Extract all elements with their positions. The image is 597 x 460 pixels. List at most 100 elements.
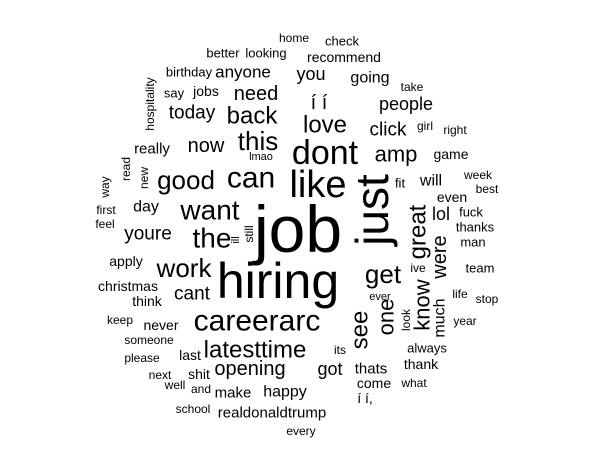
word-fuck: fuck [459, 205, 483, 220]
word-going: going [350, 70, 389, 87]
word-someone: someone [124, 333, 174, 347]
word-never: never [143, 317, 178, 333]
word-love: love [303, 112, 347, 139]
word-apply: apply [109, 253, 142, 269]
word-recommend: recommend [307, 49, 381, 65]
word-click: click [370, 120, 407, 141]
word-lmao: lmao [249, 151, 273, 163]
word-first: first [96, 203, 116, 217]
word-even: even [437, 189, 467, 205]
word-happy: happy [263, 384, 307, 401]
word-back: back [227, 103, 279, 130]
word-glyph-56: í í, [357, 390, 373, 406]
word-right: right [443, 123, 467, 137]
word-come: come [357, 375, 391, 391]
word-got: got [317, 359, 342, 379]
word-work: work [156, 253, 213, 283]
word-man: man [460, 235, 485, 250]
word-looking: looking [245, 46, 286, 61]
word-say: say [164, 86, 185, 101]
word-this: this [238, 126, 278, 156]
word-you: you [296, 64, 325, 84]
word-still: still [242, 225, 256, 242]
word-better: better [206, 46, 240, 61]
word-were: were [429, 235, 451, 279]
word-and: and [191, 382, 211, 396]
word-make: make [215, 385, 252, 402]
word-its: its [334, 343, 346, 357]
word-what: what [400, 376, 427, 390]
word-fit: fit [395, 176, 406, 191]
word-birthday: birthday [166, 65, 213, 80]
word-feel: feel [95, 217, 114, 231]
word-opening: opening [214, 358, 285, 380]
word-hospitality: hospitality [143, 77, 157, 130]
word-christmas: christmas [98, 278, 158, 294]
word-one: one [374, 299, 399, 336]
word-need: need [234, 83, 279, 105]
word-much: much [432, 298, 449, 337]
word-careerarc: careerarc [194, 305, 321, 338]
word-can: can [227, 162, 275, 195]
word-latesttime: latesttime [204, 337, 307, 364]
word-every: every [286, 424, 315, 438]
word-team: team [466, 261, 495, 276]
word-ive: ive [410, 261, 426, 275]
word-youre: youre [124, 224, 172, 245]
word-just: just [346, 174, 398, 248]
word-girl: girl [417, 119, 433, 133]
word-day: day [133, 199, 159, 216]
word-really: really [134, 141, 170, 158]
word-stop: stop [476, 292, 499, 306]
word-ill: ill [230, 236, 242, 243]
word-anyone: anyone [215, 63, 271, 82]
word-will: will [419, 173, 442, 190]
word-think: think [132, 293, 163, 309]
word-home: home [279, 31, 309, 45]
word-good: good [157, 165, 215, 195]
word-well: well [164, 378, 186, 392]
word-great: great [405, 204, 432, 259]
word-know: know [410, 279, 435, 330]
word-hiring: hiring [217, 253, 339, 309]
word-the: the [193, 223, 232, 254]
word-now: now [188, 135, 225, 157]
word-dont: dont [292, 134, 359, 172]
word-way: way [98, 176, 112, 198]
word-cant: cant [174, 284, 211, 305]
word-realdonaldtrump: realdonaldtrump [218, 405, 326, 422]
word-glyph-37: í í [311, 92, 328, 114]
word-last: last [179, 347, 201, 363]
word-ever: ever [369, 291, 391, 303]
word-amp: amp [375, 142, 418, 167]
word-want: want [179, 195, 239, 226]
word-school: school [176, 402, 211, 416]
word-get: get [365, 259, 402, 289]
word-job: job [252, 192, 342, 266]
word-check: check [325, 34, 359, 49]
word-jobs: jobs [192, 83, 219, 99]
word-new: new [137, 167, 151, 189]
word-year: year [453, 314, 476, 328]
word-keep: keep [107, 313, 133, 327]
word-shit: shit [188, 366, 210, 382]
word-people: people [379, 94, 433, 114]
word-next: next [149, 368, 172, 382]
word-see: see [347, 311, 374, 350]
word-read: read [119, 157, 133, 181]
word-thank: thank [404, 356, 439, 372]
word-thanks: thanks [456, 220, 495, 235]
word-lol: lol [432, 204, 450, 224]
word-look: look [399, 308, 413, 331]
word-like: like [289, 164, 346, 206]
word-life: life [452, 287, 468, 301]
word-game: game [433, 146, 468, 162]
word-please: please [124, 351, 160, 365]
word-take: take [401, 80, 424, 94]
word-thats: thats [355, 361, 388, 378]
word-week: week [463, 168, 493, 182]
word-today: today [169, 103, 216, 124]
word-best: best [476, 182, 499, 196]
